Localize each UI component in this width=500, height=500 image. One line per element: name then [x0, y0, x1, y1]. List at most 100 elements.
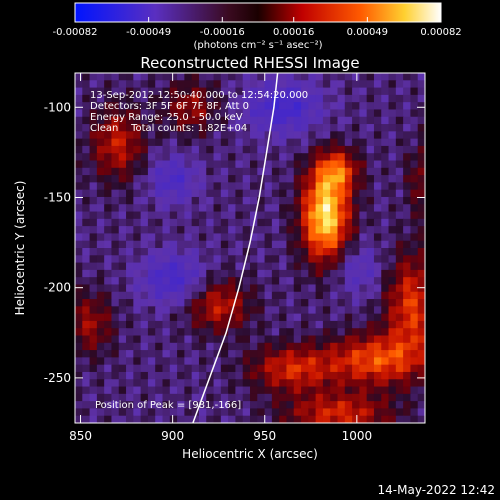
heatmap-cell: [82, 350, 91, 358]
heatmap-cell: [337, 73, 346, 81]
heatmap-cell: [147, 386, 156, 395]
heatmap-cell: [198, 80, 207, 89]
heatmap-cell: [242, 189, 251, 198]
heatmap-cell: [315, 313, 324, 322]
heatmap-cell: [242, 342, 251, 351]
heatmap-cell: [264, 182, 273, 191]
heatmap-cell: [257, 401, 266, 410]
heatmap-cell: [140, 269, 149, 278]
heatmap-cell: [184, 218, 193, 227]
heatmap-cell: [286, 379, 295, 388]
heatmap-cell: [96, 109, 105, 118]
heatmap-cell: [220, 80, 229, 89]
heatmap-cell: [359, 262, 368, 271]
heatmap-cell: [366, 277, 375, 286]
heatmap-cell: [133, 255, 142, 264]
heatmap-cell: [147, 371, 156, 380]
heatmap-cell: [177, 262, 185, 271]
heatmap-cell: [344, 320, 353, 329]
heatmap-cell: [140, 386, 149, 395]
heatmap-cell: [96, 73, 105, 81]
heatmap-cell: [118, 248, 127, 256]
heatmap-cell: [82, 357, 91, 366]
heatmap-cell: [403, 218, 412, 227]
heatmap-cell: [366, 262, 375, 271]
heatmap-cell: [140, 189, 149, 198]
heatmap-cell: [352, 196, 360, 205]
heatmap-cell: [388, 80, 397, 89]
heatmap-cell: [235, 357, 244, 366]
heatmap-cell: [96, 277, 105, 286]
heatmap-cell: [220, 342, 229, 351]
heatmap-cell: [228, 328, 237, 337]
heatmap-cell: [235, 94, 244, 103]
heatmap-cell: [220, 175, 229, 183]
heatmap-cell: [250, 320, 258, 329]
heatmap-cell: [417, 211, 425, 220]
heatmap-cell: [213, 364, 222, 373]
heatmap-cell: [366, 94, 375, 103]
heatmap-cell: [352, 124, 360, 132]
heatmap-cell: [373, 160, 382, 169]
heatmap-cell: [242, 328, 251, 337]
heatmap-cell: [344, 196, 353, 205]
heatmap-cell: [373, 189, 382, 198]
heatmap-cell: [206, 335, 215, 344]
heatmap-cell: [140, 240, 149, 249]
heatmap-cell: [279, 379, 288, 388]
heatmap-cell: [344, 138, 353, 147]
heatmap-cell: [228, 145, 237, 154]
heatmap-cell: [133, 386, 142, 395]
heatmap-cell: [169, 357, 178, 366]
heatmap-cell: [96, 328, 105, 337]
heatmap-cell: [82, 269, 91, 278]
heatmap-cell: [330, 320, 339, 329]
heatmap-cell: [352, 226, 360, 235]
heatmap-cell: [366, 204, 375, 213]
heatmap-cell: [330, 299, 339, 307]
heatmap-cell: [271, 153, 280, 162]
heatmap-cell: [89, 379, 98, 388]
heatmap-cell: [235, 175, 244, 183]
heatmap-cell: [264, 196, 273, 205]
heatmap-cell: [155, 299, 164, 307]
heatmap-cell: [162, 277, 171, 286]
heatmap-cell: [279, 109, 288, 118]
heatmap-cell: [293, 262, 302, 271]
heatmap-cell: [381, 328, 390, 337]
heatmap-cell: [140, 415, 149, 423]
heatmap-cell: [403, 262, 412, 271]
heatmap-cell: [242, 196, 251, 205]
heatmap-cell: [271, 109, 280, 118]
heatmap-cell: [162, 196, 171, 205]
heatmap-cell: [228, 218, 237, 227]
heatmap-cell: [82, 204, 91, 213]
heatmap-cell: [410, 131, 419, 140]
heatmap-cell: [220, 73, 229, 81]
heatmap-cell: [235, 269, 244, 278]
heatmap-cell: [271, 124, 280, 132]
heatmap-cell: [162, 124, 171, 132]
heatmap-cell: [133, 277, 142, 286]
heatmap-cell: [82, 189, 91, 198]
heatmap-cell: [417, 109, 425, 118]
annotation-detectors: Detectors: 3F 5F 6F 7F 8F, Att 0: [90, 101, 249, 112]
heatmap-cell: [89, 284, 98, 293]
heatmap-cell: [75, 131, 83, 140]
heatmap-cell: [352, 379, 360, 388]
heatmap-cell: [286, 204, 295, 213]
heatmap-cell: [315, 393, 324, 402]
heatmap-cell: [330, 94, 339, 103]
heatmap-cell: [191, 80, 200, 89]
heatmap-cell: [417, 371, 425, 380]
heatmap-cell: [337, 277, 346, 286]
heatmap-cell: [191, 116, 200, 125]
heatmap-cell: [155, 240, 164, 249]
heatmap-cell: [206, 153, 215, 162]
heatmap-cell: [242, 124, 251, 132]
heatmap-cell: [417, 124, 425, 132]
heatmap-cell: [75, 226, 83, 235]
heatmap-cell: [213, 80, 222, 89]
heatmap-cell: [111, 218, 120, 227]
heatmap-cell: [169, 328, 178, 337]
